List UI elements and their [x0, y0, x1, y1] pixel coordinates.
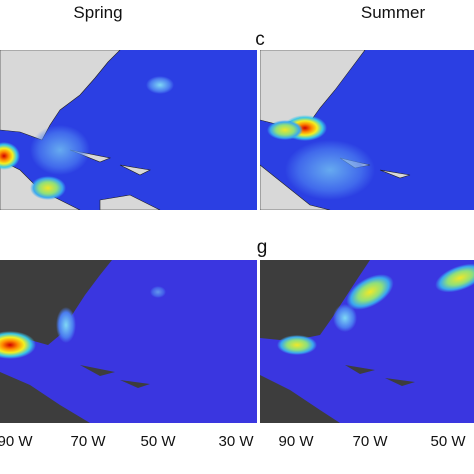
- map-panel: [0, 260, 257, 423]
- column-title: Spring: [73, 3, 122, 22]
- map-panel: [260, 260, 474, 423]
- x-tick-label: 50 W: [140, 433, 176, 450]
- x-tick-label: 30 W: [218, 433, 254, 450]
- panel-label: g: [257, 237, 268, 258]
- x-tick-label: 70 W: [352, 433, 388, 450]
- map-panel: [260, 50, 474, 210]
- x-axis: 90 W 70 W 50 W 30 W 90 W 70 W 50 W: [0, 433, 466, 450]
- column-title: Summer: [361, 3, 426, 22]
- x-tick-label: 90 W: [278, 433, 314, 450]
- x-tick-label: 90 W: [0, 433, 33, 450]
- panel-label: c: [255, 29, 265, 50]
- x-tick-label: 50 W: [430, 433, 466, 450]
- map-panel: [0, 50, 257, 210]
- x-tick-label: 70 W: [70, 433, 106, 450]
